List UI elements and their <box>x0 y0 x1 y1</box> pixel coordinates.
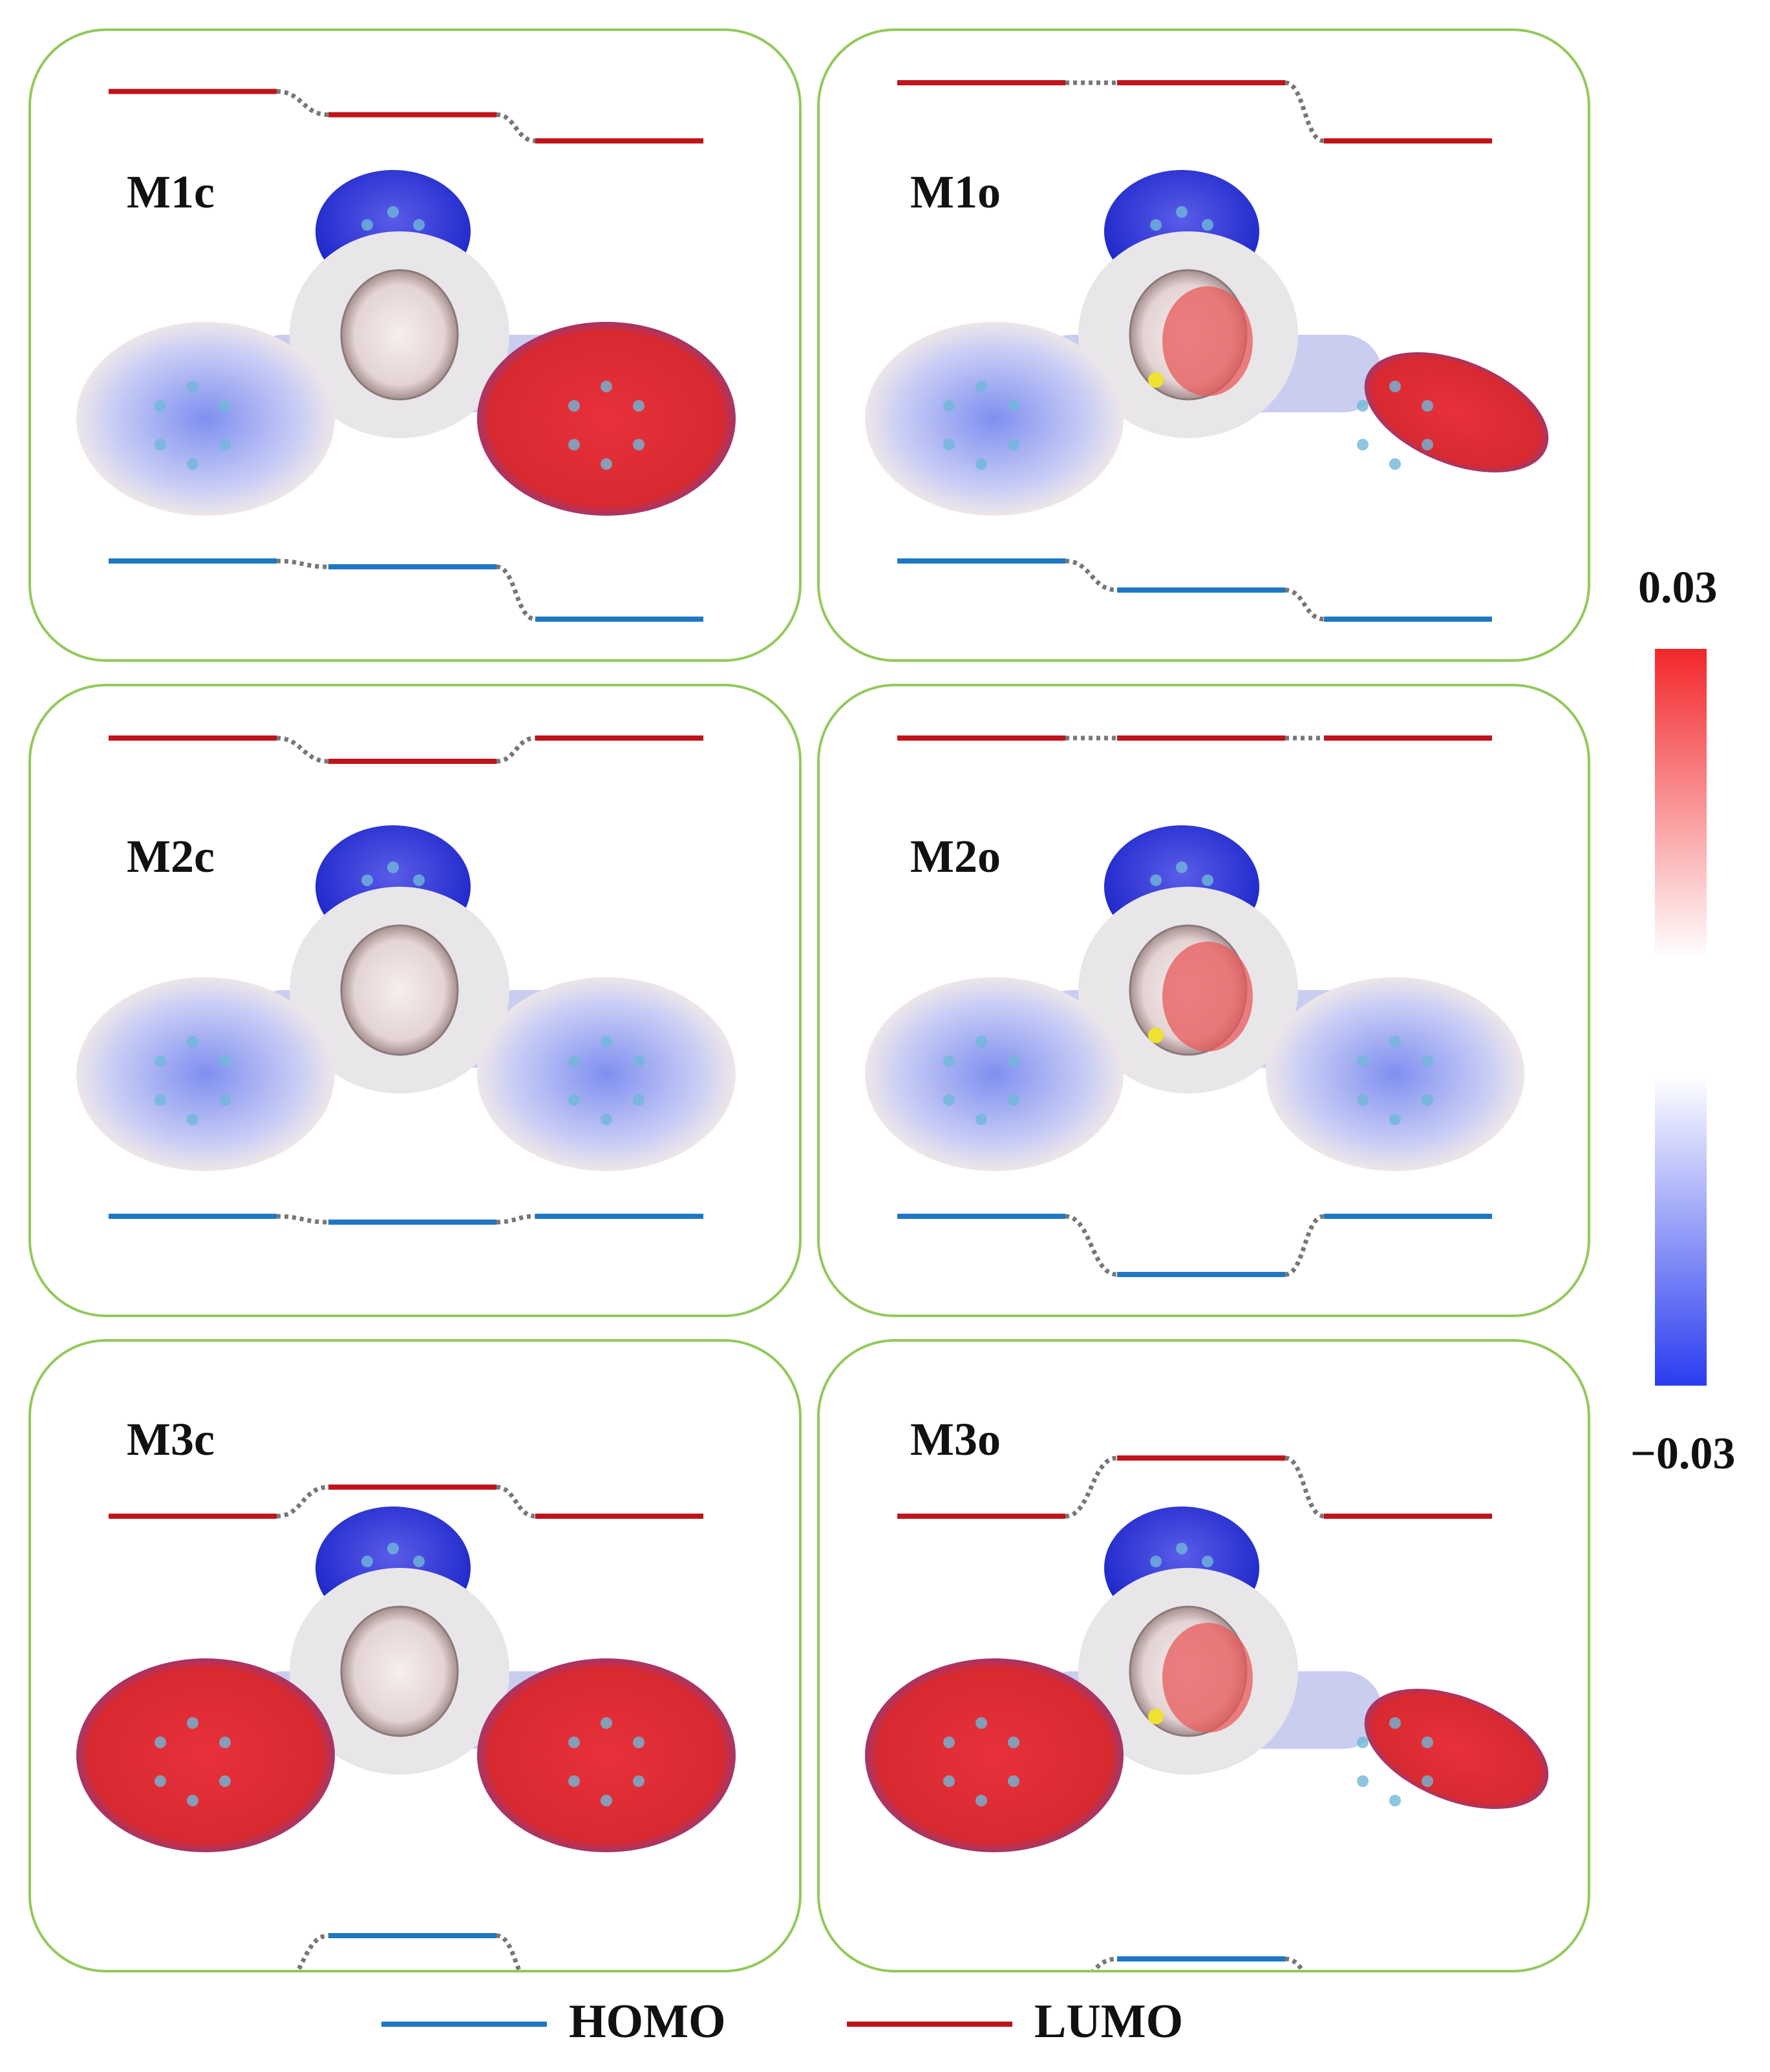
panel-m1c: M1c <box>28 28 802 662</box>
homo-connector <box>276 1214 329 1225</box>
lumo-connector <box>496 1485 536 1519</box>
homo-connector <box>496 1214 536 1225</box>
energy-level-diagram <box>76 89 736 622</box>
panel-label: M3c <box>127 1413 215 1465</box>
energy-level-diagram <box>76 1485 736 1970</box>
legend-homo-label: HOMO <box>569 1995 726 2048</box>
homo-connector <box>496 1933 522 1970</box>
homo-connector <box>1285 1956 1305 1970</box>
lumo-connector <box>496 112 536 143</box>
homo-connector <box>496 564 536 622</box>
panel-label: M3o <box>910 1413 1001 1465</box>
esp-molecule <box>76 825 736 1171</box>
lumo-connector <box>1285 80 1325 143</box>
panel-label: M2c <box>127 830 215 882</box>
colorbar-gradient <box>1655 649 1707 1386</box>
lumo-connector <box>276 89 329 117</box>
energy-level-diagram <box>865 735 1524 1277</box>
lumo-connector <box>1285 1455 1325 1519</box>
panel-m2o: M2o <box>817 684 1590 1317</box>
energy-level-diagram <box>865 1455 1549 1970</box>
panel-m1o: M1o <box>817 28 1590 662</box>
esp-molecule <box>865 170 1549 516</box>
lumo-connector <box>276 1485 329 1519</box>
panel-m3c: M3c <box>28 1339 802 1972</box>
lumo-connector <box>496 735 536 764</box>
legend-lumo-line <box>847 2022 1012 2027</box>
colorbar <box>1655 649 1707 1386</box>
esp-molecule <box>865 825 1524 1171</box>
esp-molecule <box>865 1506 1549 1852</box>
homo-connector <box>1065 1214 1118 1277</box>
panel-m3o: M3o <box>817 1339 1590 1972</box>
esp-molecule <box>76 170 736 516</box>
lumo-connector <box>276 735 329 764</box>
energy-level-diagram <box>865 80 1549 622</box>
panel-m2c: M2c <box>28 684 802 1317</box>
legend-lumo-label: LUMO <box>1034 1995 1184 2048</box>
homo-connector <box>276 558 329 569</box>
legend-homo-line <box>381 2022 547 2027</box>
homo-connector <box>1285 587 1325 622</box>
panel-label: M1c <box>127 166 215 218</box>
homo-connector <box>1285 1214 1325 1277</box>
energy-level-diagram <box>76 735 736 1225</box>
homo-connector <box>295 1933 329 1970</box>
colorbar-min-label: −0.03 <box>1630 1429 1736 1479</box>
panel-label: M2o <box>910 830 1001 882</box>
colorbar-max-label: 0.03 <box>1638 563 1718 613</box>
homo-connector <box>1091 1956 1118 1970</box>
esp-molecule <box>76 1506 736 1852</box>
panel-label: M1o <box>910 166 1001 218</box>
lumo-connector <box>1065 1455 1118 1519</box>
homo-connector <box>1065 558 1118 593</box>
